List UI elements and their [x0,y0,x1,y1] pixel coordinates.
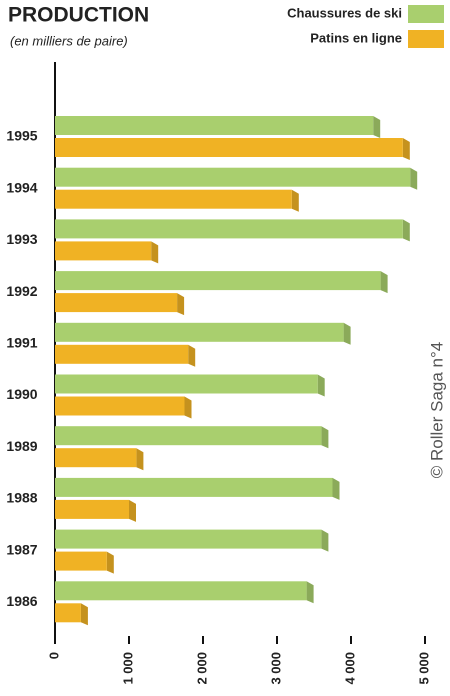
bar [55,271,381,291]
y-tick-label: 1987 [6,541,37,557]
bar-side [321,426,329,449]
bar-side [321,529,329,552]
bar [55,116,374,135]
bar [55,189,292,209]
y-tick-label: 1990 [6,386,37,402]
credit: © Roller Saga n°4 [427,342,446,479]
bar [55,581,307,601]
legend-swatch [408,30,444,48]
bar [55,293,178,313]
bar-side [80,603,88,626]
bar-side [402,138,410,160]
x-tick-label: 0 [46,652,61,659]
y-tick-label: 1995 [6,128,37,144]
y-tick-label: 1991 [6,335,37,351]
bar [55,219,403,239]
bar-side [373,116,381,138]
x-tick-label: 5 000 [416,652,431,685]
x-tick-label: 2 000 [194,652,209,685]
bar-side [317,374,325,397]
bar-side [410,167,418,190]
bar [55,138,403,157]
bar-side [291,189,299,212]
y-tick-label: 1994 [6,179,37,195]
bar-side [343,322,351,345]
bar-side [306,581,314,604]
y-tick-label: 1988 [6,490,37,506]
bar [55,551,107,571]
bar [55,374,318,394]
bar-side [184,396,192,419]
y-tick-label: 1992 [6,283,37,299]
y-tick-label: 1986 [6,593,37,609]
bar [55,426,322,446]
bar-side [177,293,185,316]
chart-subtitle: (en milliers de paire) [10,33,128,48]
legend-swatch [408,5,444,23]
bar [55,241,152,261]
bar [55,167,411,187]
bar [55,322,344,342]
bar-side [332,477,340,500]
bar [55,477,333,497]
bar-side [380,271,388,294]
bar [55,344,189,364]
bar-side [106,551,114,574]
bar [55,529,322,549]
bar-side [151,241,159,264]
bar-side [129,499,136,522]
x-tick-label: 3 000 [268,652,283,685]
bar-side [136,448,144,471]
legend-label: Chaussures de ski [287,5,402,20]
legend-label: Patins en ligne [310,30,402,45]
bar [55,603,81,623]
y-tick-label: 1989 [6,438,37,454]
bar [55,396,185,416]
x-tick-label: 4 000 [342,652,357,685]
bar-side [188,344,196,367]
bar [55,448,137,468]
bar [55,499,129,519]
x-tick-label: 1 000 [120,652,135,685]
bar-side [402,219,410,242]
y-tick-label: 1993 [6,231,37,247]
chart-title: PRODUCTION [8,4,149,27]
